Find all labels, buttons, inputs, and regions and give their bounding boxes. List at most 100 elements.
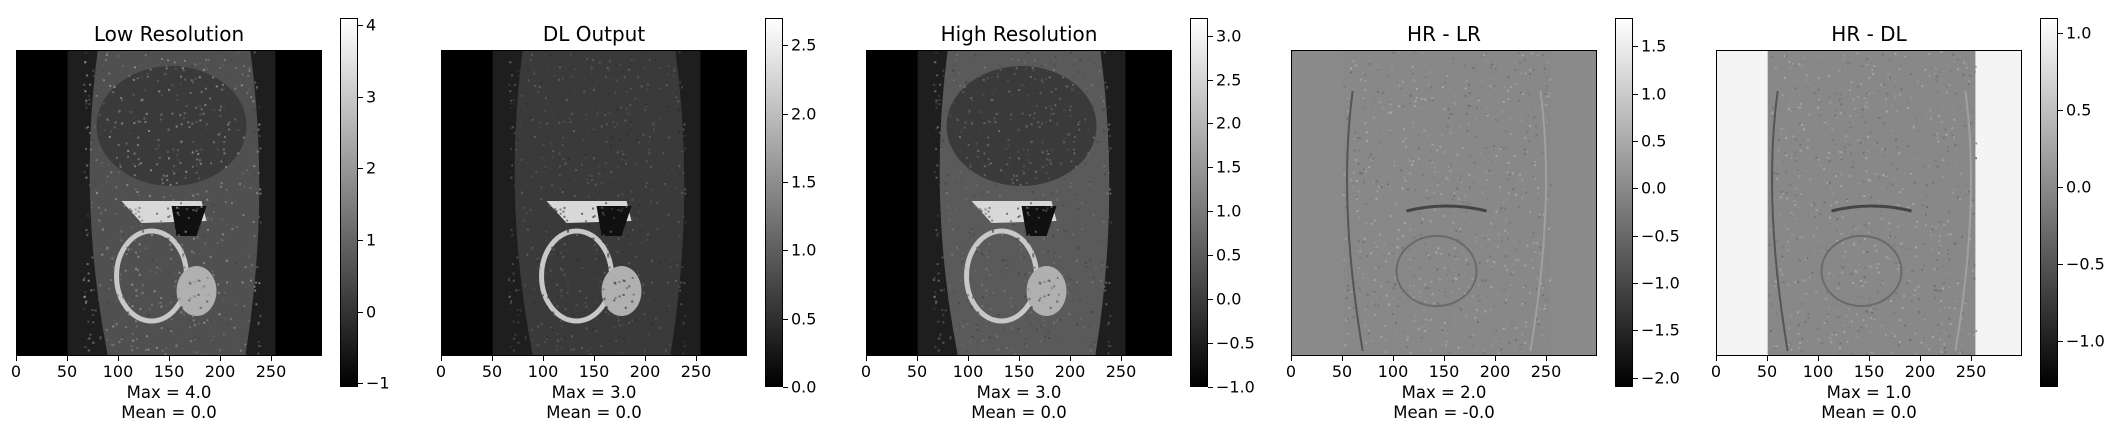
texture-speckle [958, 72, 961, 75]
texture-speckle [987, 120, 990, 123]
texture-speckle [935, 147, 938, 150]
noise-speckle [1836, 229, 1839, 232]
noise-speckle [1489, 84, 1492, 87]
noise-speckle [1457, 297, 1460, 300]
texture-speckle [956, 246, 959, 249]
noise-speckle [1866, 92, 1869, 95]
noise-speckle [1907, 145, 1910, 148]
texture-speckle [174, 67, 177, 70]
noise-speckle [1458, 276, 1461, 279]
texture-speckle [1023, 295, 1026, 298]
texture-speckle [1090, 344, 1093, 347]
texture-speckle [528, 291, 531, 294]
noise-speckle [1444, 295, 1447, 298]
texture-speckle [1105, 150, 1108, 153]
noise-speckle [1546, 121, 1549, 124]
texture-speckle [592, 207, 595, 210]
texture-speckle [517, 314, 520, 317]
texture-speckle [541, 299, 544, 302]
noise-speckle [1878, 176, 1881, 179]
noise-speckle [1853, 70, 1856, 73]
noise-speckle [1848, 68, 1851, 71]
noise-speckle [1918, 297, 1921, 300]
noise-speckle [1417, 147, 1420, 150]
texture-speckle [216, 241, 219, 244]
noise-speckle [1770, 88, 1773, 91]
texture-speckle [194, 338, 197, 341]
texture-speckle [1074, 291, 1077, 294]
noise-speckle [1768, 267, 1771, 270]
noise-speckle [1857, 110, 1860, 113]
texture-speckle [106, 51, 109, 54]
noise-speckle [1459, 125, 1462, 128]
noise-speckle [1894, 80, 1897, 83]
texture-speckle [192, 351, 195, 354]
texture-speckle [1086, 90, 1089, 93]
noise-speckle [1873, 317, 1876, 320]
noise-speckle [1345, 89, 1348, 92]
noise-speckle [1971, 339, 1974, 342]
texture-speckle [684, 147, 687, 150]
texture-speckle [546, 99, 549, 102]
noise-speckle [1895, 138, 1898, 141]
noise-speckle [1408, 258, 1411, 261]
texture-speckle [1097, 255, 1100, 258]
texture-speckle [196, 207, 199, 210]
texture-speckle [109, 246, 112, 249]
noise-speckle [1890, 353, 1893, 355]
texture-speckle [618, 281, 621, 284]
texture-speckle [1103, 234, 1106, 237]
texture-speckle [132, 163, 135, 166]
noise-speckle [1947, 249, 1950, 252]
colorbar-tick-label: −0.5 [1641, 226, 1680, 246]
noise-speckle [1515, 326, 1518, 329]
texture-speckle [984, 188, 987, 191]
texture-speckle [94, 183, 97, 186]
x-tick-label: 0 [1710, 362, 1722, 381]
noise-speckle [1357, 239, 1360, 242]
texture-speckle [579, 271, 582, 274]
colorbar-tick-label: 0.0 [2066, 177, 2092, 197]
texture-speckle [955, 180, 958, 183]
texture-speckle [613, 126, 616, 129]
texture-speckle [569, 349, 572, 352]
texture-speckle [1043, 324, 1046, 327]
noise-speckle [1526, 131, 1529, 134]
texture-speckle [540, 350, 543, 353]
texture-speckle [234, 261, 237, 264]
texture-speckle [978, 74, 981, 77]
texture-speckle [204, 58, 207, 61]
texture-speckle [592, 237, 595, 240]
noise-speckle [1456, 187, 1459, 190]
noise-speckle [1458, 197, 1461, 200]
texture-speckle [85, 106, 88, 109]
texture-speckle [1025, 182, 1028, 185]
noise-speckle [1932, 210, 1935, 213]
texture-speckle [122, 96, 125, 99]
noise-speckle [1940, 120, 1943, 123]
texture-speckle [519, 183, 522, 186]
texture-speckle [163, 196, 166, 199]
texture-speckle [143, 158, 146, 161]
texture-speckle [173, 273, 176, 276]
noise-speckle [1418, 211, 1421, 214]
noise-speckle [1487, 125, 1490, 128]
noise-speckle [1964, 192, 1967, 195]
texture-speckle [512, 338, 515, 341]
noise-speckle [1489, 296, 1492, 299]
texture-speckle [965, 156, 968, 159]
noise-speckle [1956, 282, 1959, 285]
texture-speckle [138, 215, 141, 218]
x-tick-label: 100 [1802, 362, 1834, 381]
noise-speckle [1970, 201, 1973, 204]
texture-speckle [509, 346, 512, 349]
texture-speckle [99, 338, 102, 341]
texture-speckle [569, 89, 572, 92]
noise-speckle [1410, 163, 1413, 166]
noise-speckle [1440, 193, 1443, 196]
texture-speckle [604, 114, 607, 117]
texture-speckle [986, 191, 989, 194]
texture-speckle [141, 98, 144, 101]
noise-speckle [1498, 338, 1501, 341]
texture-speckle [144, 89, 147, 92]
